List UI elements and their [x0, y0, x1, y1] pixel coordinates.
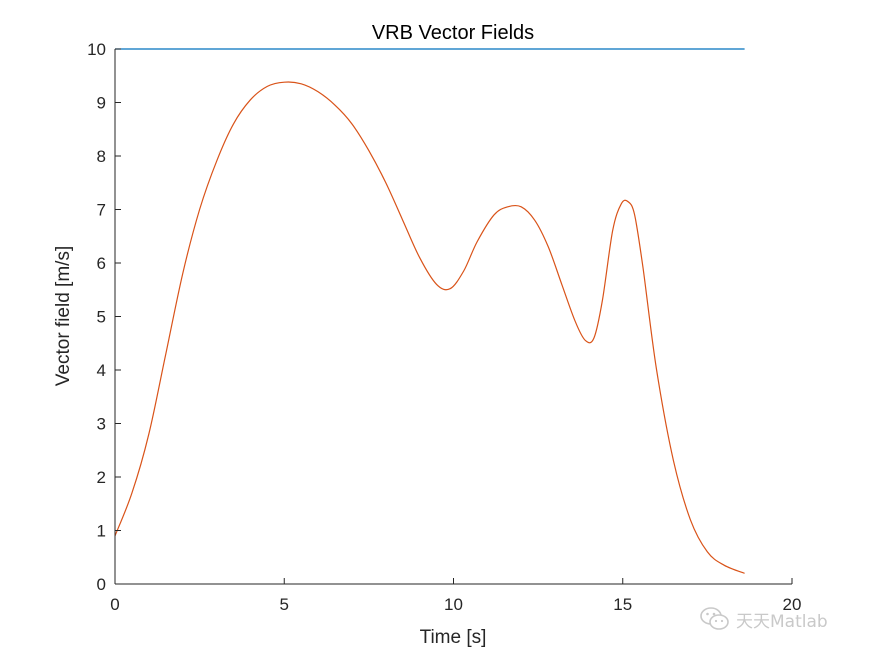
y-tick-label: 5 [97, 308, 106, 327]
y-tick-label: 3 [97, 415, 106, 434]
y-tick-label: 10 [87, 40, 106, 59]
y-tick-label: 2 [97, 468, 106, 487]
watermark-text: 天天Matlab [736, 611, 828, 632]
watermark: 天天Matlab [700, 604, 828, 634]
wechat-icon [700, 607, 729, 630]
y-tick-label: 7 [97, 201, 106, 220]
x-tick-label: 10 [444, 595, 463, 614]
x-tick-label: 0 [110, 595, 119, 614]
x-tick-label: 5 [280, 595, 289, 614]
x-tick-label: 15 [613, 595, 632, 614]
y-tick-label: 9 [97, 94, 106, 113]
y-axis: 0 1 2 3 4 5 6 7 8 9 10 [87, 40, 121, 594]
chart-title: VRB Vector Fields [372, 22, 534, 44]
plot-area [114, 48, 745, 574]
y-tick-label: 8 [97, 147, 106, 166]
y-axis-label: Vector field [m/s] [53, 246, 74, 386]
x-tick-label: 20 [783, 595, 802, 614]
x-axis: 0 5 10 15 20 [110, 578, 801, 614]
x-axis-label: Time [s] [420, 627, 487, 648]
series-line-2 [114, 81, 745, 574]
y-tick-label: 0 [97, 575, 106, 594]
y-tick-label: 1 [97, 522, 106, 541]
y-tick-label: 6 [97, 254, 106, 273]
y-tick-label: 4 [97, 361, 106, 380]
